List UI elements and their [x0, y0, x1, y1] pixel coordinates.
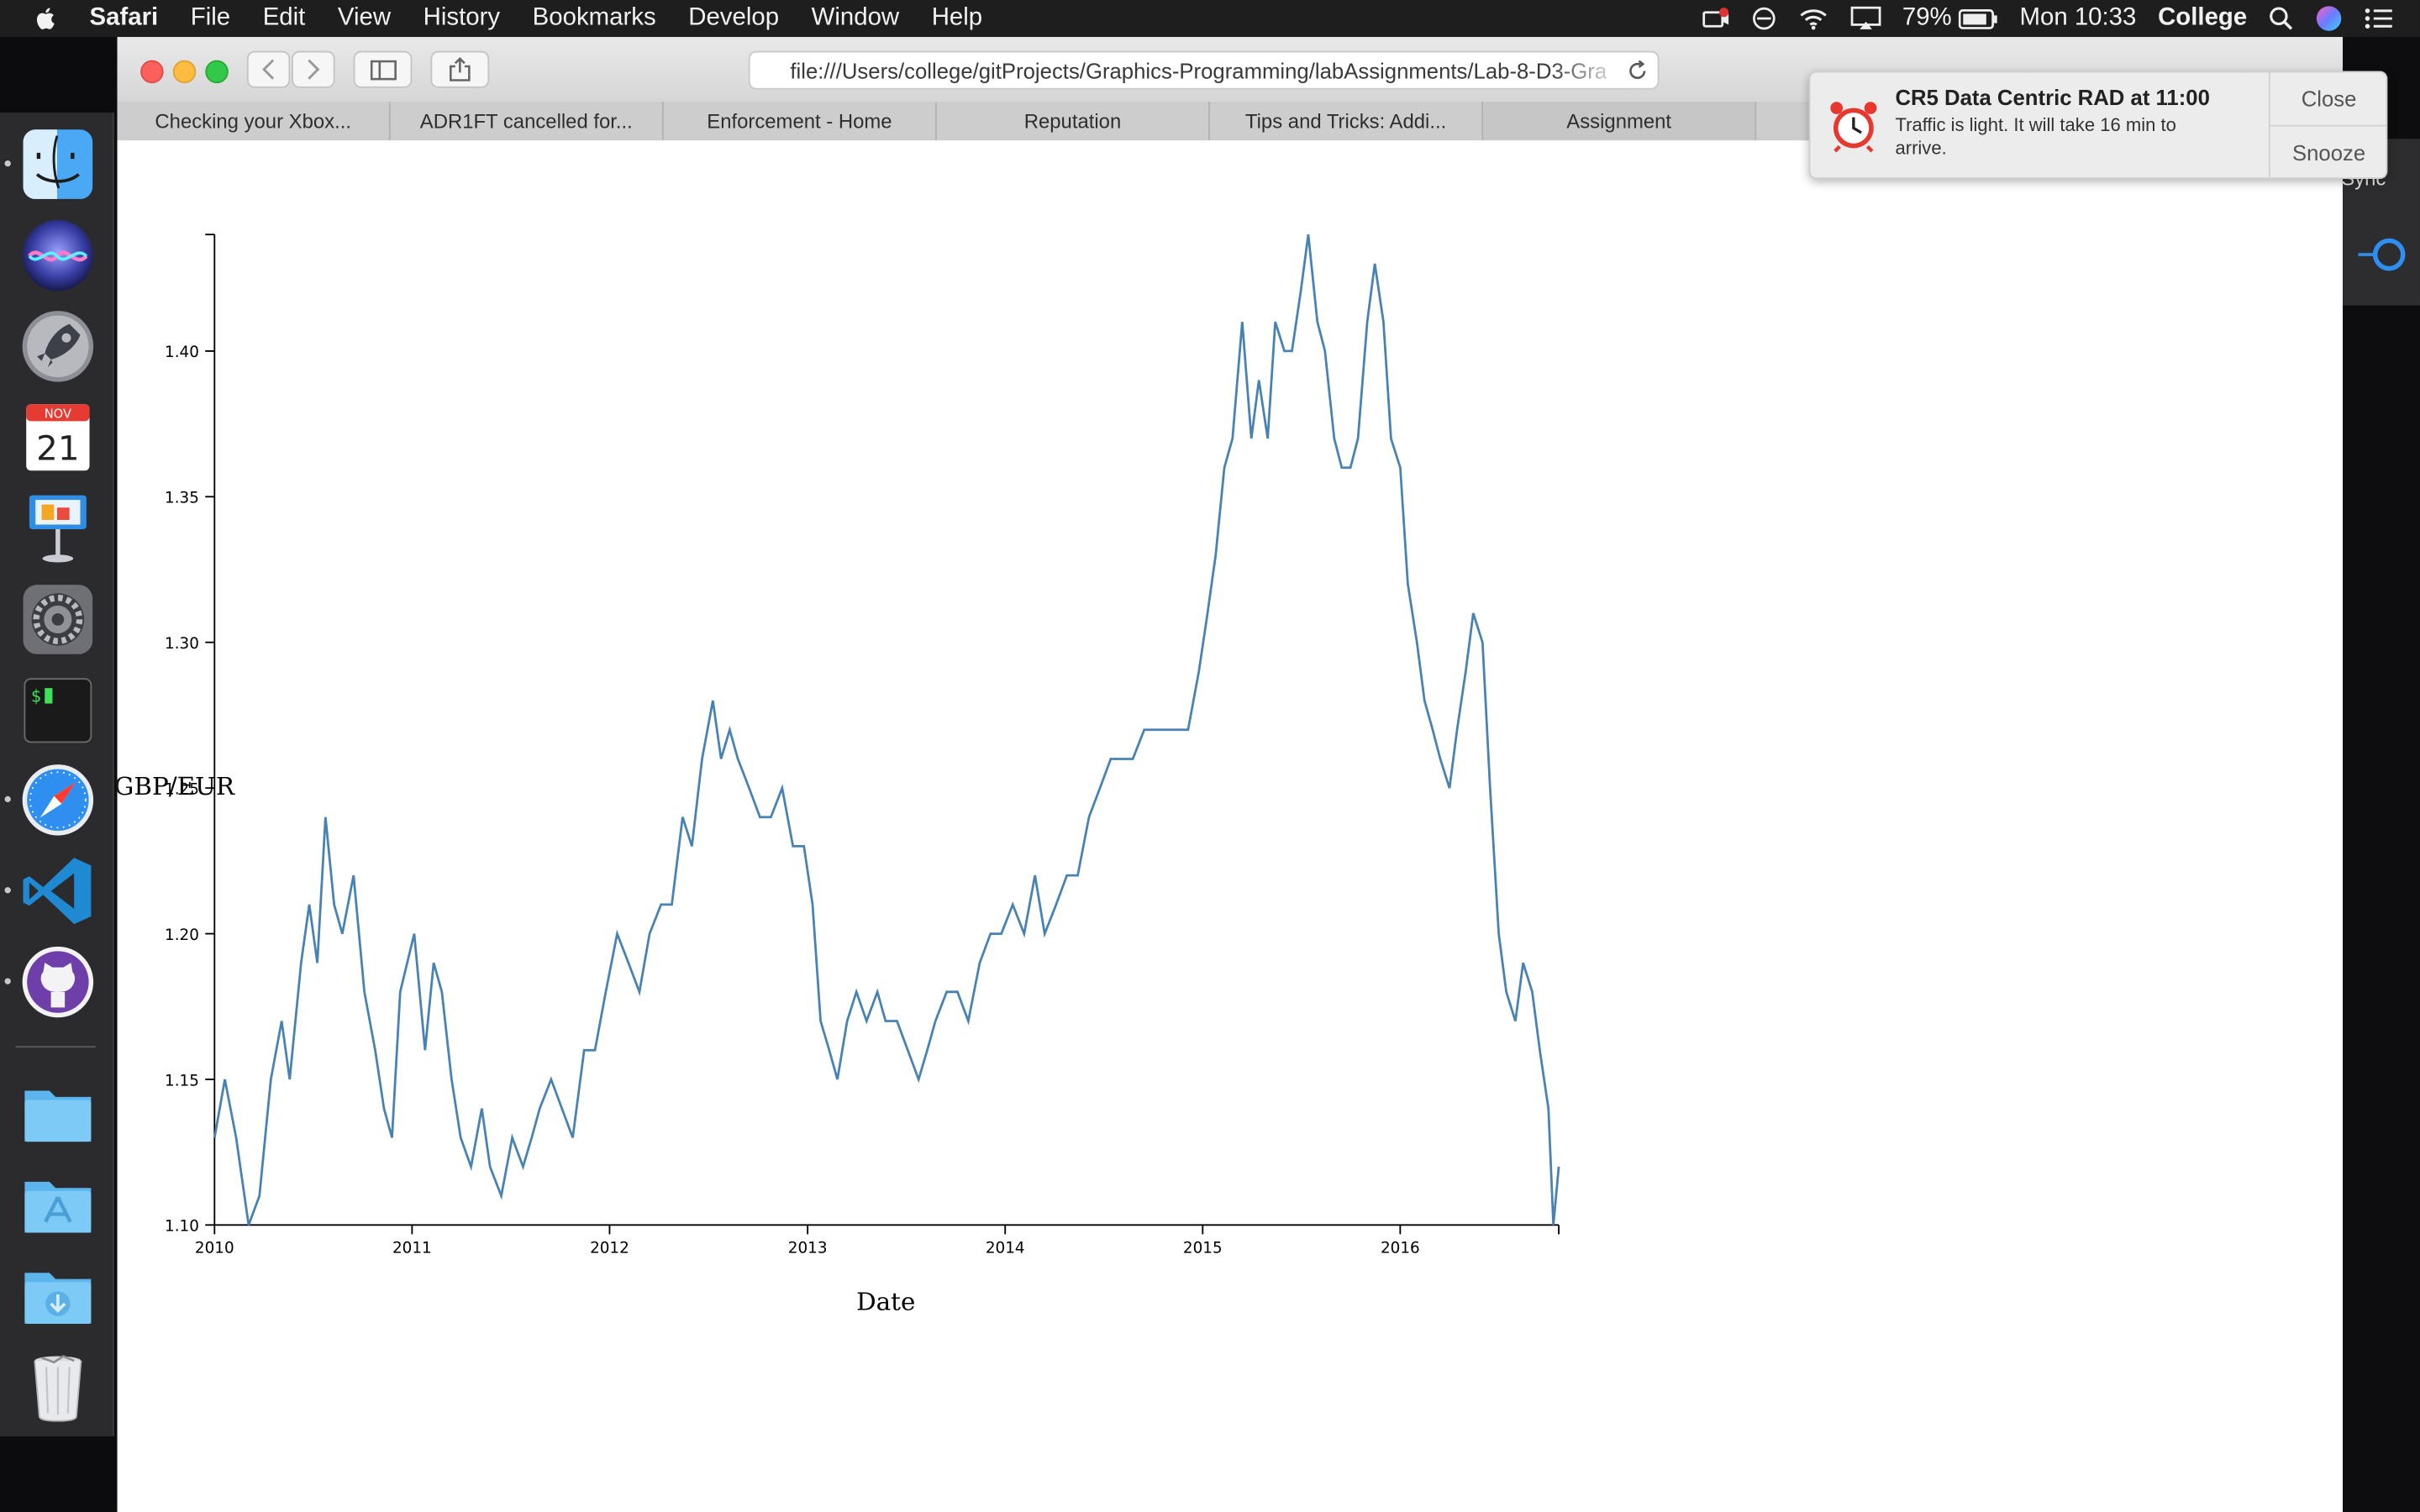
- x-tick-label: 2014: [986, 1239, 1025, 1257]
- y-tick-label: 1.30: [165, 635, 199, 653]
- dock: NOV 21 $: [0, 113, 114, 1436]
- calendar-day: 21: [36, 428, 79, 468]
- menu-bookmarks[interactable]: Bookmarks: [532, 4, 656, 31]
- tab-adr1ft[interactable]: ADR1FT cancelled for...: [391, 102, 664, 141]
- chevron-right-icon: [308, 59, 320, 80]
- safari-window: file:///Users/college/gitProjects/Graphi…: [117, 37, 2344, 1512]
- wifi-icon[interactable]: [1797, 6, 1828, 30]
- y-tick-label: 1.40: [165, 344, 199, 361]
- running-indicator: [4, 795, 11, 803]
- calendar-month: NOV: [45, 407, 71, 422]
- x-tick-label: 2015: [1183, 1239, 1223, 1257]
- minimize-window-button[interactable]: [172, 60, 197, 84]
- system-preferences-icon[interactable]: [20, 581, 96, 657]
- y-tick-label: 1.25: [165, 780, 199, 798]
- tab-reputation[interactable]: Reputation: [937, 102, 1210, 141]
- battery-percent: 79%: [1902, 4, 1952, 31]
- github-desktop-icon[interactable]: [20, 944, 96, 1020]
- calendar-icon[interactable]: NOV 21: [20, 400, 96, 475]
- menu-develop[interactable]: Develop: [688, 4, 780, 31]
- trash-icon[interactable]: [20, 1348, 96, 1424]
- page-content: 1.10 1.15 1.20 1.25 1.30 1.35 1.40 2010 2011 2012…: [117, 140, 2344, 1512]
- forward-button[interactable]: [292, 50, 335, 88]
- folder-icon[interactable]: [20, 1075, 96, 1151]
- menu-bar: Safari File Edit View History Bookmarks …: [0, 0, 2420, 38]
- y-tick-label: 1.15: [165, 1072, 199, 1089]
- y-tick-label: 1.35: [165, 490, 199, 507]
- dock-separator: [15, 1046, 96, 1048]
- x-tick-label: 2013: [788, 1239, 828, 1257]
- share-icon: [450, 56, 471, 81]
- menu-help[interactable]: Help: [931, 4, 983, 31]
- keynote-icon[interactable]: [20, 491, 96, 566]
- alarm-clock-icon: [1830, 102, 1877, 153]
- share-button[interactable]: [430, 50, 490, 88]
- applications-folder-icon[interactable]: [20, 1167, 96, 1242]
- x-tick-label: 2012: [590, 1239, 629, 1257]
- menu-view[interactable]: View: [337, 4, 392, 31]
- siri-icon[interactable]: [2315, 5, 2343, 33]
- url-text: file:///Users/college/gitProjects/Graphi…: [790, 57, 1607, 83]
- vscode-icon[interactable]: [20, 853, 96, 929]
- x-axis-label: Date: [856, 1287, 915, 1315]
- tab-tips-and-tricks[interactable]: Tips and Tricks: Addi...: [1210, 102, 1484, 141]
- sync-spinner-icon: [2358, 238, 2406, 271]
- zoom-window-button[interactable]: [205, 60, 229, 84]
- menu-app-name[interactable]: Safari: [89, 4, 159, 31]
- safari-icon[interactable]: [20, 762, 96, 837]
- do-not-disturb-icon[interactable]: [1751, 6, 1776, 30]
- series-line: [213, 234, 1560, 1226]
- airplay-icon[interactable]: [1849, 6, 1881, 30]
- y-tick-label: 1.10: [165, 1218, 199, 1236]
- running-indicator: [4, 978, 11, 984]
- line-chart: 1.10 1.15 1.20 1.25 1.30 1.35 1.40 2010 2011 2012…: [118, 234, 1560, 1315]
- menu-history[interactable]: History: [423, 4, 501, 31]
- address-bar[interactable]: file:///Users/college/gitProjects/Graphi…: [748, 50, 1660, 90]
- terminal-prompt: $: [31, 686, 41, 706]
- user-name[interactable]: College: [2158, 4, 2248, 31]
- notification-body: Traffic is light. It will take 16 min to…: [1895, 113, 2176, 160]
- sidebar-icon: [369, 59, 397, 80]
- spotlight-search-icon[interactable]: [2269, 6, 2293, 30]
- battery-icon[interactable]: [1958, 8, 1998, 29]
- siri-icon[interactable]: [20, 218, 96, 293]
- terminal-icon[interactable]: $: [20, 673, 96, 748]
- tab-xbox[interactable]: Checking your Xbox...: [118, 102, 391, 141]
- y-tick-label: 1.20: [165, 927, 199, 944]
- menu-file[interactable]: File: [190, 4, 231, 31]
- x-tick-label: 2010: [195, 1239, 234, 1257]
- close-window-button[interactable]: [140, 60, 164, 84]
- notification-close-button[interactable]: Close: [2301, 86, 2357, 112]
- finder-icon[interactable]: [20, 127, 96, 202]
- x-tick-label: 2016: [1381, 1239, 1420, 1257]
- reload-icon[interactable]: [1627, 60, 1649, 82]
- tab-enforcement[interactable]: Enforcement - Home: [664, 102, 937, 141]
- calendar-notification[interactable]: CR5 Data Centric RAD at 11:00 Traffic is…: [1808, 71, 2388, 180]
- menu-edit[interactable]: Edit: [262, 4, 306, 31]
- running-indicator: [4, 887, 11, 894]
- y-axis-label: GBP/EUR: [118, 772, 235, 801]
- notification-center-icon[interactable]: [2365, 6, 2392, 30]
- running-indicator: [4, 160, 11, 167]
- launchpad-icon[interactable]: [20, 308, 96, 384]
- clock[interactable]: Mon 10:33: [2019, 4, 2137, 31]
- apple-icon[interactable]: [33, 5, 60, 33]
- background-window: Sync: [2341, 37, 2420, 1512]
- notification-snooze-button[interactable]: Snooze: [2270, 124, 2386, 177]
- sidebar-toggle-button[interactable]: [353, 50, 413, 88]
- chevron-left-icon: [261, 59, 275, 80]
- back-button[interactable]: [246, 50, 291, 88]
- x-tick-label: 2011: [392, 1239, 432, 1257]
- camera-off-icon[interactable]: [1702, 6, 1729, 30]
- downloads-folder-icon[interactable]: [20, 1257, 96, 1333]
- tab-assignment[interactable]: Assignment: [1483, 102, 1757, 141]
- notification-title: CR5 Data Centric RAD at 11:00: [1895, 85, 2210, 110]
- menu-window[interactable]: Window: [811, 4, 900, 31]
